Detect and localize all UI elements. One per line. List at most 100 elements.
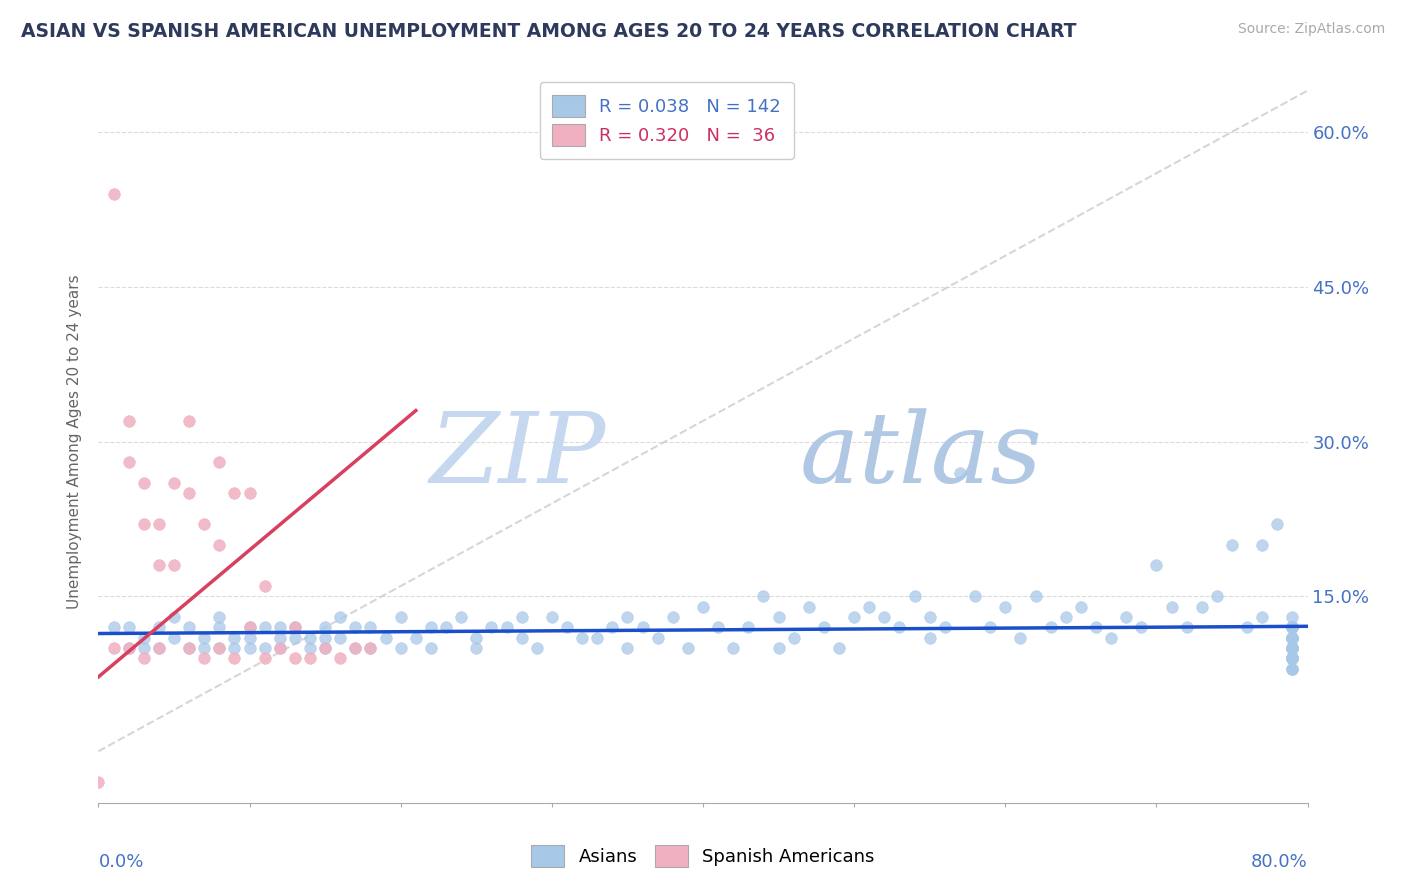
Point [118, 640, 141, 655]
Point [193, 651, 215, 665]
Point [965, 590, 987, 604]
Point [269, 640, 291, 655]
Point [284, 631, 307, 645]
Point [616, 610, 638, 624]
Point [405, 631, 427, 645]
Point [1281, 620, 1303, 634]
Point [87, 775, 110, 789]
Point [1054, 610, 1077, 624]
Point [495, 620, 517, 634]
Point [224, 631, 246, 645]
Point [269, 631, 291, 645]
Point [1130, 620, 1153, 634]
Point [1281, 640, 1303, 655]
Point [1267, 517, 1289, 532]
Point [269, 620, 291, 634]
Point [163, 475, 186, 490]
Point [768, 640, 790, 655]
Point [1191, 599, 1213, 614]
Point [1039, 620, 1062, 634]
Point [314, 631, 336, 645]
Point [526, 640, 548, 655]
Point [344, 620, 367, 634]
Point [103, 186, 125, 201]
Point [661, 610, 683, 624]
Point [118, 455, 141, 469]
Point [586, 631, 609, 645]
Point [314, 640, 336, 655]
Point [208, 610, 231, 624]
Point [132, 631, 155, 645]
Point [132, 517, 155, 532]
Point [360, 620, 382, 634]
Point [239, 640, 262, 655]
Point [1175, 620, 1198, 634]
Text: 0.0%: 0.0% [98, 854, 143, 871]
Point [1099, 631, 1122, 645]
Point [284, 620, 307, 634]
Point [1281, 620, 1303, 634]
Point [1010, 631, 1032, 645]
Point [752, 590, 775, 604]
Point [602, 620, 624, 634]
Point [571, 631, 593, 645]
Point [1281, 631, 1303, 645]
Point [132, 651, 155, 665]
Point [299, 640, 322, 655]
Point [510, 631, 533, 645]
Point [344, 640, 367, 655]
Point [374, 631, 396, 645]
Point [1281, 651, 1303, 665]
Point [889, 620, 911, 634]
Point [314, 620, 336, 634]
Point [148, 558, 170, 573]
Point [299, 631, 322, 645]
Point [918, 631, 941, 645]
Point [389, 640, 412, 655]
Point [253, 640, 276, 655]
Point [208, 455, 231, 469]
Point [1281, 640, 1303, 655]
Point [737, 620, 759, 634]
Point [284, 651, 307, 665]
Point [1085, 620, 1108, 634]
Point [163, 558, 186, 573]
Point [707, 620, 730, 634]
Point [193, 517, 215, 532]
Point [208, 620, 231, 634]
Point [1115, 610, 1137, 624]
Point [1281, 620, 1303, 634]
Point [103, 620, 125, 634]
Point [179, 486, 201, 500]
Point [813, 620, 835, 634]
Point [465, 631, 488, 645]
Point [1281, 662, 1303, 676]
Point [1281, 620, 1303, 634]
Point [284, 620, 307, 634]
Point [1070, 599, 1092, 614]
Point [329, 651, 352, 665]
Point [1281, 631, 1303, 645]
Point [918, 610, 941, 624]
Point [631, 620, 654, 634]
Point [1236, 620, 1258, 634]
Point [844, 610, 866, 624]
Point [132, 640, 155, 655]
Point [103, 640, 125, 655]
Point [360, 640, 382, 655]
Point [1281, 651, 1303, 665]
Point [904, 590, 927, 604]
Point [420, 620, 443, 634]
Point [193, 640, 215, 655]
Point [873, 610, 896, 624]
Point [1281, 631, 1303, 645]
Point [858, 599, 880, 614]
Point [647, 631, 669, 645]
Point [193, 631, 215, 645]
Point [1281, 640, 1303, 655]
Point [208, 538, 231, 552]
Point [1281, 651, 1303, 665]
Point [148, 517, 170, 532]
Point [269, 640, 291, 655]
Point [239, 620, 262, 634]
